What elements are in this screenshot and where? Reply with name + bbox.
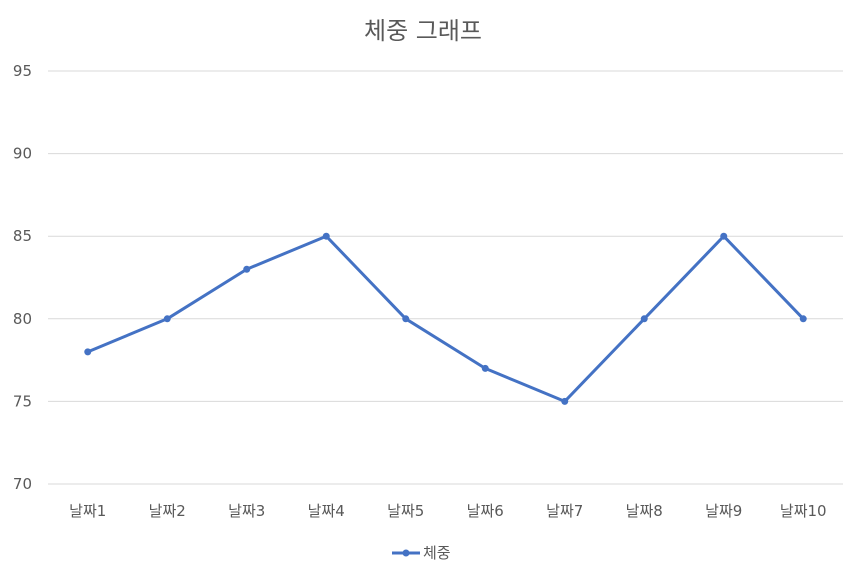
x-tick-label: 날짜6 xyxy=(467,502,504,520)
x-tick-label: 날짜3 xyxy=(228,502,265,520)
data-point xyxy=(481,364,489,372)
x-tick-label: 날짜8 xyxy=(626,502,663,520)
x-tick-label: 날짜10 xyxy=(780,502,827,520)
data-point xyxy=(720,232,728,240)
y-tick-label: 75 xyxy=(13,392,32,410)
data-point xyxy=(322,232,330,240)
series-line xyxy=(86,234,805,403)
legend-label: 체중 xyxy=(423,544,451,562)
x-tick-label: 날짜1 xyxy=(69,502,106,520)
y-tick-label: 90 xyxy=(13,145,32,163)
data-point xyxy=(84,348,92,356)
x-tick-label: 날짜4 xyxy=(308,502,345,520)
data-point xyxy=(402,315,410,323)
y-tick-label: 95 xyxy=(13,62,32,80)
y-tick-label: 70 xyxy=(13,475,32,493)
data-point xyxy=(243,265,251,273)
x-tick-label: 날짜9 xyxy=(705,502,742,520)
y-tick-label: 85 xyxy=(13,227,32,245)
x-axis-tick-labels: 날짜1 날짜2 날짜3 날짜4 날짜5 날짜6 날짜7 날짜8 날짜9 날짜10 xyxy=(69,502,826,520)
gridlines xyxy=(48,70,843,485)
series-layer xyxy=(84,232,807,405)
y-axis-tick-labels: 70 75 80 85 90 95 xyxy=(13,62,32,493)
legend-marker xyxy=(402,549,410,557)
data-point xyxy=(799,315,807,323)
x-tick-label: 날짜5 xyxy=(387,502,424,520)
data-point xyxy=(561,397,569,405)
x-tick-label: 날짜2 xyxy=(149,502,186,520)
y-tick-label: 80 xyxy=(13,310,32,328)
x-tick-label: 날짜7 xyxy=(546,502,583,520)
legend: 체중 xyxy=(392,544,451,562)
data-point xyxy=(640,315,648,323)
data-point xyxy=(163,315,171,323)
chart-title: 체중 그래프 xyxy=(364,17,482,45)
